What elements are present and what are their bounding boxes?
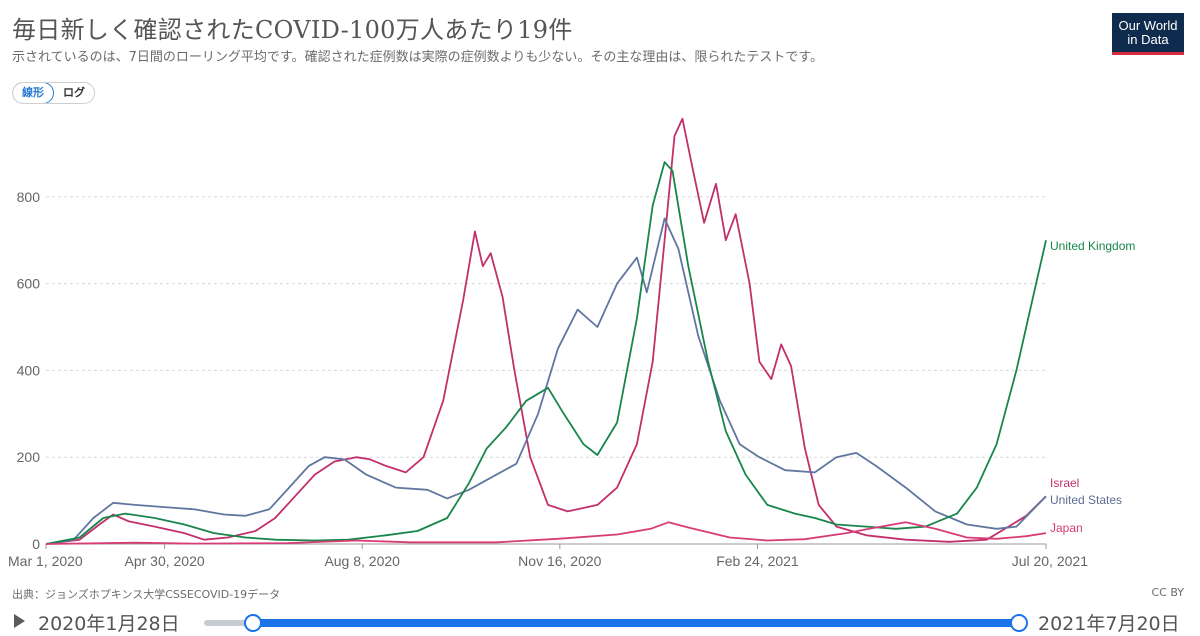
license-link[interactable]: CC BY bbox=[1151, 586, 1184, 599]
log-scale-button[interactable]: ログ bbox=[63, 86, 85, 99]
linear-scale-button[interactable]: 線形 bbox=[13, 83, 54, 103]
y-tick-label: 400 bbox=[17, 362, 41, 378]
play-icon[interactable] bbox=[14, 614, 25, 628]
series-line-israel[interactable] bbox=[45, 117, 1047, 545]
legend-label-united-states[interactable]: United States bbox=[1050, 493, 1122, 507]
legend-label-japan[interactable]: Japan bbox=[1050, 521, 1083, 535]
x-tick-label: Nov 16, 2020 bbox=[518, 553, 601, 569]
timeline-start-date: 2020年1月28日 bbox=[38, 613, 180, 635]
scale-toggle: 線形 ログ bbox=[12, 82, 95, 104]
series-line-united-kingdom[interactable] bbox=[45, 161, 1047, 545]
chart-title: 毎日新しく確認されたCOVID-100万人あたり19件 bbox=[12, 16, 573, 44]
x-tick-label: Apr 30, 2020 bbox=[124, 553, 204, 569]
timeline-end-handle[interactable] bbox=[1010, 614, 1028, 632]
y-tick-label: 200 bbox=[17, 449, 41, 465]
x-tick-label: Feb 24, 2021 bbox=[716, 553, 799, 569]
timeline: 2020年1月28日 2021年7月20日 bbox=[0, 604, 1200, 636]
owid-logo[interactable]: Our World in Data bbox=[1112, 13, 1184, 55]
chart-subtitle: 示されているのは、7日間のローリング平均です。確認された症例数は実際の症例数より… bbox=[12, 50, 824, 65]
x-tick-label: Jul 20, 2021 bbox=[1012, 553, 1088, 569]
legend-label-israel[interactable]: Israel bbox=[1050, 476, 1079, 490]
timeline-selected-range bbox=[252, 619, 1018, 627]
timeline-start-handle[interactable] bbox=[244, 614, 262, 632]
y-tick-label: 800 bbox=[17, 189, 41, 205]
x-tick-label: Aug 8, 2020 bbox=[324, 553, 400, 569]
y-tick-label: 600 bbox=[17, 276, 41, 292]
legend-label-united-kingdom[interactable]: United Kingdom bbox=[1050, 239, 1135, 253]
logo-line-2: in Data bbox=[1127, 32, 1169, 47]
source-note: 出典：ジョンズホプキンス大学CSSECOVID-19データ bbox=[12, 588, 281, 601]
series-line-united-states[interactable] bbox=[45, 217, 1047, 545]
logo-line-1: Our World bbox=[1118, 18, 1178, 33]
timeline-end-date: 2021年7月20日 bbox=[1038, 613, 1180, 635]
series-line-japan[interactable] bbox=[45, 521, 1047, 545]
y-tick-label: 0 bbox=[32, 536, 40, 552]
line-chart: 0 200 400 600 800 Mar 1, 2020 Apr 30, 2020 Aug … bbox=[8, 117, 1135, 569]
x-tick-label: Mar 1, 2020 bbox=[8, 553, 83, 569]
